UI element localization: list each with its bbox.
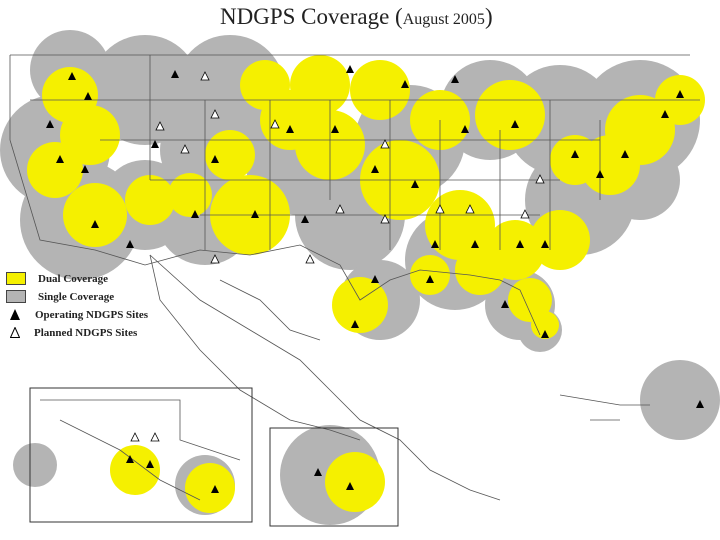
dual-coverage-layer	[27, 55, 705, 513]
filled-triangle-icon	[10, 309, 20, 320]
legend-operating: Operating NDGPS Sites	[6, 306, 186, 323]
planned-sites	[130, 71, 545, 442]
alaska-inset	[29, 387, 253, 523]
operating-sites	[46, 65, 704, 493]
single-swatch	[6, 290, 26, 303]
boundary-lines	[9, 54, 700, 501]
map-title: NDGPS Coverage (August 2005)	[220, 4, 493, 29]
legend-single: Single Coverage	[6, 288, 186, 305]
legend-planned: Planned NDGPS Sites	[6, 324, 186, 341]
outline-triangle-icon	[10, 327, 20, 338]
dual-swatch	[6, 272, 26, 285]
legend: Dual Coverage Single Coverage Operating …	[6, 270, 186, 342]
legend-dual: Dual Coverage	[6, 270, 186, 287]
hawaii-inset	[269, 427, 399, 527]
